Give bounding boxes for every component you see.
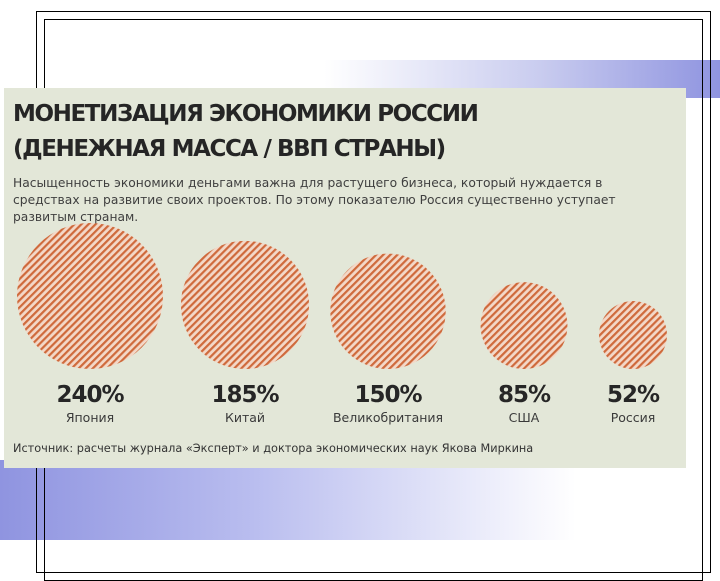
value-label-5: 52% <box>607 382 660 408</box>
category-label-4: США <box>509 410 540 425</box>
chart-source: Источник: расчеты журнала «Эксперт» и до… <box>13 442 534 455</box>
value-label-4: 85% <box>498 382 551 408</box>
bubble-2 <box>180 240 310 369</box>
chart-title-line-1: МОНЕТИЗАЦИЯ ЭКОНОМИКИ РОССИИ <box>13 101 479 127</box>
category-label-3: Великобритания <box>333 410 443 425</box>
bubble-4 <box>480 282 568 369</box>
value-label-3: 150% <box>354 382 422 408</box>
bubble-5 <box>599 301 667 369</box>
bubble-chart: 240% Япония 185% Китай 150% Великобритания 85%… <box>17 223 667 425</box>
infographic-panel: МОНЕТИЗАЦИЯ ЭКОНОМИКИ РОССИИ (ДЕНЕЖНАЯ М… <box>4 88 686 468</box>
value-label-2: 185% <box>211 382 279 408</box>
bubble-1 <box>17 223 163 369</box>
value-label-1: 240% <box>56 382 124 408</box>
slide-gradient-bottom <box>0 460 720 540</box>
category-label-2: Китай <box>225 410 265 425</box>
category-label-5: Россия <box>611 410 656 425</box>
bubble-3 <box>330 253 446 369</box>
chart-subtitle: Насыщенность экономики деньгами важна дл… <box>13 176 616 224</box>
chart-title-line-2: (ДЕНЕЖНАЯ МАССА / ВВП СТРАНЫ) <box>13 136 446 162</box>
chart-title: МОНЕТИЗАЦИЯ ЭКОНОМИКИ РОССИИ (ДЕНЕЖНАЯ М… <box>13 97 479 167</box>
category-label-1: Япония <box>66 410 114 425</box>
